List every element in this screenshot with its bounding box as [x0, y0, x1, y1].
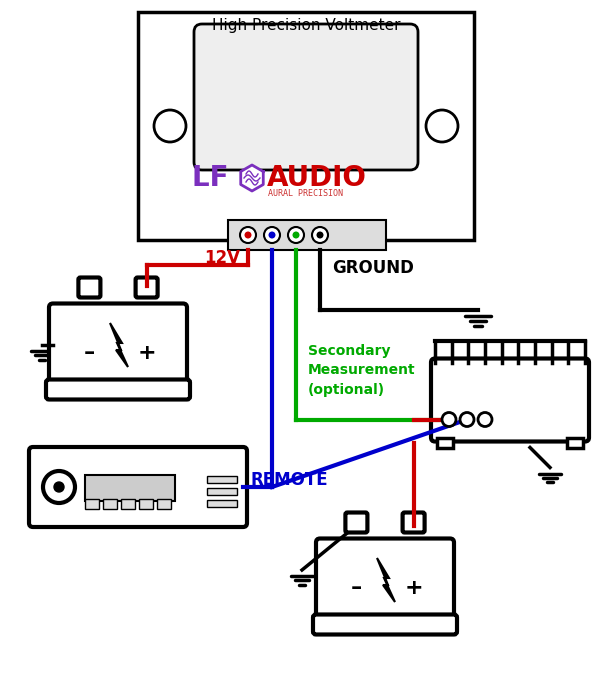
Circle shape [426, 110, 458, 142]
Bar [138, 12, 474, 240]
Bar [85, 499, 99, 509]
Polygon shape [241, 165, 263, 191]
FancyBboxPatch shape [313, 614, 457, 634]
Circle shape [240, 227, 256, 243]
Text: –: – [84, 343, 95, 363]
Bar [121, 499, 135, 509]
Circle shape [460, 412, 474, 427]
FancyBboxPatch shape [403, 512, 425, 532]
Text: AUDIO: AUDIO [267, 164, 367, 192]
Text: –: – [351, 578, 362, 598]
Text: GROUND: GROUND [332, 259, 414, 277]
Bar [85, 475, 175, 501]
FancyBboxPatch shape [136, 278, 158, 298]
Text: LF: LF [192, 164, 238, 192]
Text: +: + [137, 343, 156, 363]
FancyBboxPatch shape [345, 512, 367, 532]
Bar [567, 437, 583, 448]
Bar [139, 499, 153, 509]
Circle shape [478, 412, 492, 427]
Circle shape [54, 482, 64, 492]
FancyBboxPatch shape [316, 539, 454, 622]
Text: High Precision Voltmeter: High Precision Voltmeter [212, 18, 400, 33]
Circle shape [264, 227, 280, 243]
Text: +: + [405, 578, 423, 598]
FancyBboxPatch shape [78, 278, 100, 298]
Bar [207, 476, 237, 483]
Circle shape [43, 471, 75, 503]
FancyBboxPatch shape [46, 380, 190, 400]
Circle shape [288, 227, 304, 243]
Circle shape [442, 412, 456, 427]
Bar [437, 437, 453, 448]
Text: REMOTE: REMOTE [251, 471, 329, 489]
FancyBboxPatch shape [29, 447, 247, 527]
Polygon shape [110, 323, 128, 367]
Bar [228, 220, 386, 250]
Circle shape [316, 232, 324, 239]
Bar [103, 499, 117, 509]
Bar [207, 500, 237, 507]
Circle shape [293, 232, 299, 239]
Circle shape [312, 227, 328, 243]
FancyBboxPatch shape [49, 303, 187, 387]
FancyBboxPatch shape [431, 359, 589, 441]
Bar [157, 499, 171, 509]
Text: 12V: 12V [204, 249, 240, 267]
Circle shape [154, 110, 186, 142]
Text: AURAL PRECISION: AURAL PRECISION [269, 189, 343, 198]
Bar [207, 488, 237, 495]
FancyBboxPatch shape [194, 24, 418, 170]
Text: Secondary
Measurement
(optional): Secondary Measurement (optional) [308, 344, 416, 396]
Circle shape [245, 232, 252, 239]
Polygon shape [377, 558, 395, 602]
Circle shape [269, 232, 275, 239]
